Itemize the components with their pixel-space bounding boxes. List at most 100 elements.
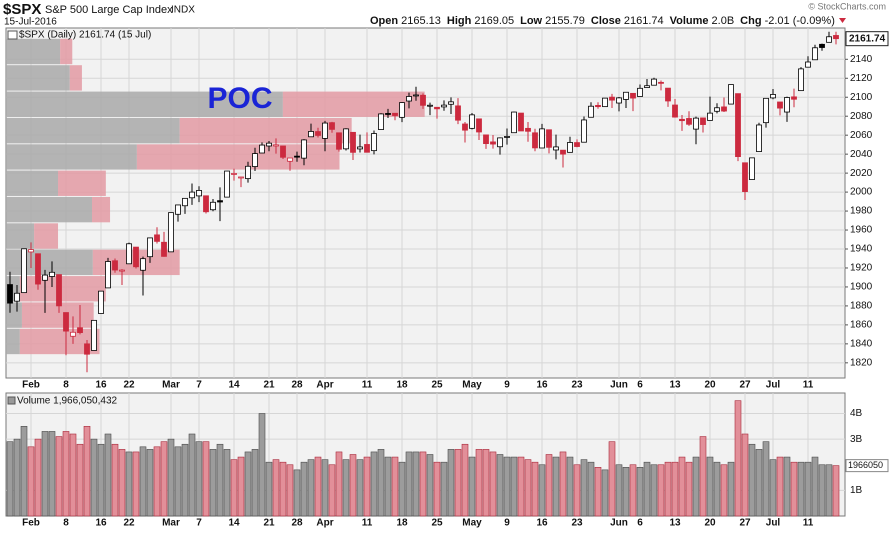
volume-bar bbox=[580, 459, 588, 517]
volume-tick-label: 3B bbox=[850, 434, 863, 445]
candle-body bbox=[385, 113, 391, 115]
x-tick-label-bottom: Apr bbox=[316, 518, 333, 529]
x-tick-label: 21 bbox=[263, 380, 275, 391]
candle-body bbox=[49, 271, 55, 277]
candle-body bbox=[413, 94, 419, 97]
x-tick-label-bottom: Jul bbox=[766, 518, 781, 529]
candle-body bbox=[532, 132, 538, 149]
volume-bar bbox=[188, 433, 196, 517]
volume-bar bbox=[153, 446, 161, 517]
volume-bar bbox=[307, 459, 315, 517]
candle-body bbox=[35, 253, 41, 285]
candle-body bbox=[525, 127, 531, 132]
volume-bar bbox=[258, 413, 266, 517]
volume-bar bbox=[482, 449, 490, 517]
y-tick-label: 1940 bbox=[850, 244, 873, 255]
candle-body bbox=[784, 97, 790, 113]
x-tick-label: 27 bbox=[739, 380, 751, 391]
y-tick-label: 2100 bbox=[850, 92, 873, 103]
candle-body bbox=[700, 117, 706, 125]
legend-icon bbox=[7, 30, 18, 40]
candle-body bbox=[280, 145, 286, 158]
quote-value: 2169.05 bbox=[474, 15, 514, 27]
candle-body bbox=[644, 85, 650, 88]
volume-bar bbox=[594, 467, 602, 517]
volume-bar bbox=[272, 459, 280, 517]
vbp-down bbox=[19, 276, 106, 302]
x-tick-label-bottom: 18 bbox=[396, 518, 408, 529]
volume-bar bbox=[608, 441, 616, 517]
vbp-up bbox=[6, 65, 70, 91]
volume-bar bbox=[90, 438, 98, 517]
volume-bar bbox=[776, 456, 784, 517]
candle-body bbox=[133, 246, 139, 268]
candle-body bbox=[469, 114, 475, 129]
volume-bar bbox=[349, 454, 357, 517]
y-tick-label: 1880 bbox=[850, 301, 873, 312]
candle-body bbox=[497, 137, 503, 148]
candle-body bbox=[749, 157, 755, 180]
volume-legend: Volume 1,966,050,432 bbox=[17, 396, 118, 407]
volume-bar bbox=[559, 451, 567, 517]
x-tick-label-bottom: Feb bbox=[22, 518, 40, 529]
x-tick-label-bottom: 22 bbox=[123, 518, 135, 529]
candle-body bbox=[245, 165, 251, 180]
volume-bar bbox=[412, 451, 420, 517]
candle-body bbox=[63, 312, 69, 332]
candle-body bbox=[798, 68, 804, 92]
volume-bar bbox=[447, 449, 455, 517]
candle-body bbox=[616, 97, 622, 104]
volume-bar bbox=[531, 461, 539, 517]
candle-body bbox=[399, 102, 405, 118]
candle-body bbox=[763, 97, 769, 124]
volume-bar bbox=[55, 436, 63, 517]
candle-body bbox=[518, 112, 524, 132]
candle-body bbox=[728, 84, 734, 105]
x-tick-label: May bbox=[462, 380, 482, 391]
price-panel bbox=[5, 27, 846, 379]
vbp-up bbox=[6, 328, 20, 355]
candle-body bbox=[336, 132, 342, 150]
y-tick-label: 2140 bbox=[850, 54, 873, 65]
volume-bar bbox=[167, 438, 175, 517]
candle-body bbox=[595, 104, 601, 108]
volume-bar bbox=[503, 456, 511, 517]
y-tick-label: 1840 bbox=[850, 338, 873, 349]
quote-value: 2165.13 bbox=[401, 15, 441, 27]
volume-bar bbox=[426, 454, 434, 517]
y-tick-label: 2080 bbox=[850, 111, 873, 122]
x-tick-label-bottom: 11 bbox=[803, 518, 814, 529]
candle-body bbox=[791, 96, 797, 100]
x-tick-label-bottom: 23 bbox=[571, 518, 583, 529]
volume-bar bbox=[720, 464, 728, 517]
candle-body bbox=[651, 78, 657, 86]
volume-bar bbox=[545, 454, 553, 517]
volume-bar bbox=[111, 443, 119, 517]
x-tick-label: 16 bbox=[95, 380, 107, 391]
candle-body bbox=[539, 128, 545, 149]
volume-bar bbox=[139, 446, 147, 517]
candle-body bbox=[490, 141, 496, 145]
y-tick-label: 2120 bbox=[850, 73, 873, 84]
volume-bar bbox=[734, 400, 742, 517]
candle-body bbox=[406, 96, 412, 102]
volume-bar bbox=[97, 443, 105, 517]
volume-bar bbox=[216, 443, 224, 517]
volume-bar bbox=[314, 456, 322, 517]
x-tick-label-bottom: 27 bbox=[739, 518, 751, 529]
volume-bar bbox=[146, 449, 154, 517]
candle-body bbox=[287, 157, 293, 162]
volume-bar bbox=[433, 461, 441, 517]
volume-bar bbox=[125, 451, 133, 517]
x-tick-label: 14 bbox=[228, 380, 240, 391]
x-tick-label-bottom: 6 bbox=[637, 518, 643, 529]
volume-bar bbox=[692, 456, 700, 517]
x-tick-label: 11 bbox=[362, 380, 373, 391]
volume-bar bbox=[587, 461, 595, 517]
volume-bar bbox=[391, 456, 399, 517]
vbp-up bbox=[6, 223, 35, 249]
volume-bar bbox=[265, 461, 273, 517]
volume-bar bbox=[230, 459, 238, 517]
candle-body bbox=[833, 35, 839, 40]
